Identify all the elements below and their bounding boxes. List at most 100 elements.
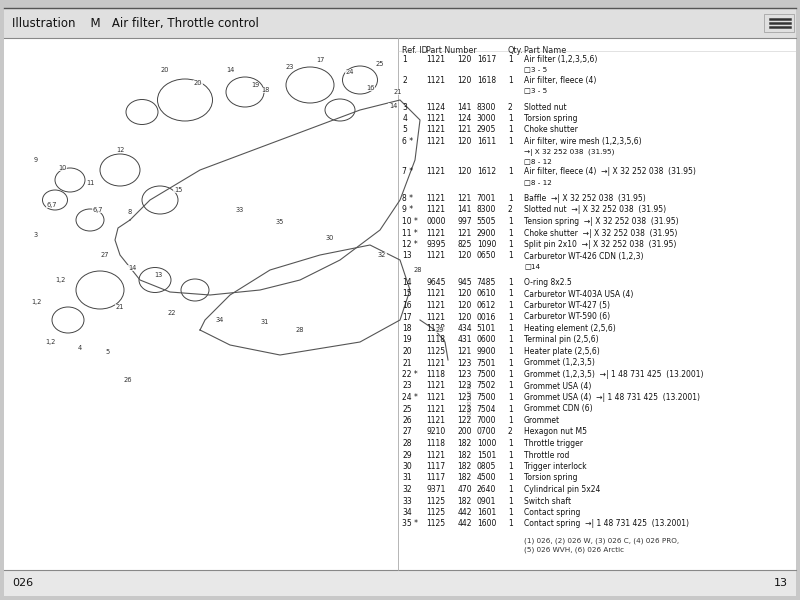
- Text: 1: 1: [508, 358, 513, 367]
- Text: 30: 30: [326, 235, 334, 241]
- Text: 182: 182: [458, 497, 472, 505]
- Text: 2900: 2900: [477, 229, 496, 238]
- Text: 1121: 1121: [426, 451, 446, 460]
- Text: 1: 1: [508, 347, 513, 356]
- Text: 30: 30: [402, 462, 412, 471]
- Text: 13: 13: [154, 272, 162, 278]
- Text: 1125: 1125: [426, 508, 446, 517]
- Text: Carburetor WT-426 CDN (1,2,3): Carburetor WT-426 CDN (1,2,3): [524, 251, 643, 260]
- Text: □14: □14: [524, 263, 540, 269]
- Text: 1: 1: [508, 289, 513, 298]
- Text: 7000: 7000: [477, 416, 496, 425]
- Text: Air filter, fleece (4): Air filter, fleece (4): [524, 76, 596, 85]
- Text: 17: 17: [402, 313, 412, 322]
- Text: 1: 1: [508, 335, 513, 344]
- Text: 19: 19: [402, 335, 412, 344]
- Text: 6,7: 6,7: [93, 207, 103, 213]
- Text: 1: 1: [508, 520, 513, 529]
- Text: 1612: 1612: [477, 167, 496, 176]
- Text: 32: 32: [378, 252, 386, 258]
- Text: 1: 1: [508, 324, 513, 333]
- Text: Contact spring  →| 1 48 731 425  (13.2001): Contact spring →| 1 48 731 425 (13.2001): [524, 520, 689, 529]
- Text: Air filter, wire mesh (1,2,3,5,6): Air filter, wire mesh (1,2,3,5,6): [524, 137, 642, 146]
- Text: 1,2: 1,2: [45, 339, 55, 345]
- Text: 12 *: 12 *: [402, 240, 418, 249]
- Text: 31: 31: [261, 319, 269, 325]
- Text: 14: 14: [128, 265, 136, 271]
- Text: Split pin 2x10  →| X 32 252 038  (31.95): Split pin 2x10 →| X 32 252 038 (31.95): [524, 240, 676, 249]
- Text: 1: 1: [402, 55, 407, 64]
- Text: Heater plate (2,5,6): Heater plate (2,5,6): [524, 347, 600, 356]
- Text: 1: 1: [508, 313, 513, 322]
- Text: 31: 31: [402, 473, 412, 482]
- Text: □8 - 12: □8 - 12: [524, 179, 552, 185]
- Text: 1121: 1121: [426, 55, 446, 64]
- Text: 1121: 1121: [426, 125, 446, 134]
- Text: 29: 29: [436, 327, 444, 333]
- Text: 0016: 0016: [477, 313, 496, 322]
- Text: 1,2: 1,2: [55, 277, 65, 283]
- Text: 1501: 1501: [477, 451, 496, 460]
- Text: 5505: 5505: [477, 217, 496, 226]
- Text: Torsion spring: Torsion spring: [524, 473, 578, 482]
- Text: 1: 1: [508, 462, 513, 471]
- Text: 1: 1: [508, 240, 513, 249]
- Text: 121: 121: [458, 347, 472, 356]
- Text: 1: 1: [508, 485, 513, 494]
- Text: 21: 21: [402, 358, 412, 367]
- Text: 124: 124: [458, 114, 472, 123]
- Text: 7501: 7501: [477, 358, 496, 367]
- Text: 431: 431: [458, 335, 472, 344]
- Text: 2905: 2905: [477, 125, 496, 134]
- Text: 121: 121: [458, 125, 472, 134]
- Text: 1: 1: [508, 114, 513, 123]
- Text: Heating element (2,5,6): Heating element (2,5,6): [524, 324, 616, 333]
- Text: 1: 1: [508, 76, 513, 85]
- Text: Trigger interlock: Trigger interlock: [524, 462, 586, 471]
- Text: 34: 34: [402, 508, 412, 517]
- Text: 120: 120: [458, 55, 472, 64]
- Text: Illustration    M   Air filter, Throttle control: Illustration M Air filter, Throttle cont…: [12, 16, 259, 29]
- Text: 1: 1: [508, 301, 513, 310]
- Text: 1618: 1618: [477, 76, 496, 85]
- Text: 4: 4: [78, 345, 82, 351]
- Text: 1: 1: [508, 251, 513, 260]
- Text: 1: 1: [508, 370, 513, 379]
- Text: 9371: 9371: [426, 485, 446, 494]
- Text: 7 *: 7 *: [402, 167, 414, 176]
- Text: 14: 14: [389, 103, 397, 109]
- Text: 27: 27: [402, 427, 412, 437]
- Text: 1125: 1125: [426, 347, 446, 356]
- Text: 25: 25: [376, 61, 384, 67]
- Text: Choke shutter  →| X 32 252 038  (31.95): Choke shutter →| X 32 252 038 (31.95): [524, 229, 678, 238]
- Text: 6,7: 6,7: [46, 202, 58, 208]
- Text: Tension spring  →| X 32 252 038  (31.95): Tension spring →| X 32 252 038 (31.95): [524, 217, 678, 226]
- Text: 182: 182: [458, 451, 472, 460]
- Text: 24 *: 24 *: [402, 393, 418, 402]
- Text: 9900: 9900: [477, 347, 496, 356]
- Bar: [764, 14, 794, 32]
- Text: 27: 27: [101, 252, 110, 258]
- Text: 2: 2: [402, 76, 407, 85]
- Text: Grommet USA (4)  →| 1 48 731 425  (13.2001): Grommet USA (4) →| 1 48 731 425 (13.2001…: [524, 393, 700, 402]
- Text: 0901: 0901: [477, 497, 496, 505]
- Text: 182: 182: [458, 473, 472, 482]
- Text: Throttle rod: Throttle rod: [524, 451, 570, 460]
- Text: 026: 026: [12, 578, 33, 588]
- Text: 7500: 7500: [477, 370, 496, 379]
- Text: 9 *: 9 *: [402, 205, 414, 214]
- Text: 1: 1: [508, 451, 513, 460]
- Text: □8 - 12: □8 - 12: [524, 158, 552, 164]
- Text: →| X 32 252 038  (31.95): →| X 32 252 038 (31.95): [524, 148, 614, 155]
- Text: 33: 33: [236, 207, 244, 213]
- Bar: [4, 570, 796, 596]
- Text: 1: 1: [508, 439, 513, 448]
- Text: 4500: 4500: [477, 473, 496, 482]
- Text: 0650: 0650: [477, 251, 496, 260]
- Text: 1611: 1611: [477, 137, 496, 146]
- Text: 26: 26: [402, 416, 412, 425]
- Text: 0000: 0000: [426, 217, 446, 226]
- Text: 0612: 0612: [477, 301, 496, 310]
- Text: Qty.: Qty.: [508, 46, 524, 55]
- Text: 20: 20: [161, 67, 170, 73]
